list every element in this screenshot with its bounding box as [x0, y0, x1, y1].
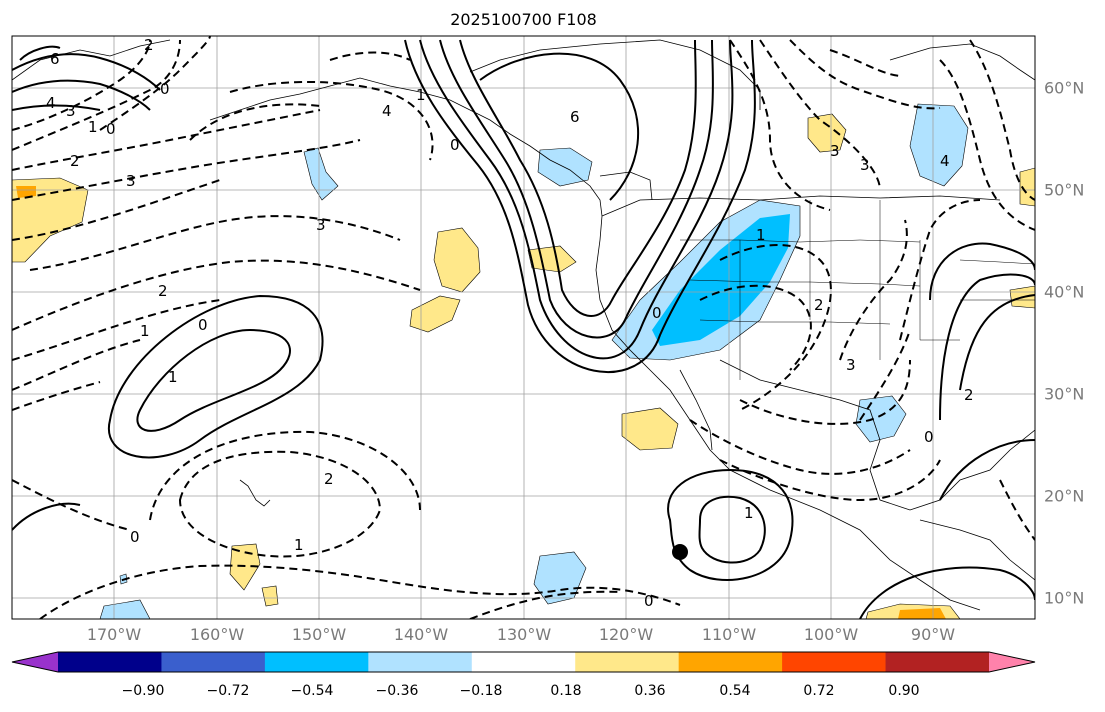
contour-label: 0 — [130, 528, 140, 546]
colorbar — [11, 651, 1036, 673]
solid-contours — [12, 39, 1035, 619]
contour-label: 1 — [168, 368, 178, 386]
contour-label: 6 — [50, 50, 60, 68]
state-borders — [680, 200, 1035, 380]
map-frame — [12, 36, 1035, 619]
lon-label: 140°W — [393, 625, 449, 644]
colorbar-tick-label: −0.72 — [206, 683, 250, 699]
contour-label: 0 — [644, 592, 654, 610]
contour-label: 0 — [160, 80, 170, 98]
contour-label: 4 — [940, 152, 950, 170]
lon-label: 120°W — [598, 625, 654, 644]
lon-label: 150°W — [291, 625, 347, 644]
contour-label: 4 — [46, 94, 56, 112]
contour-label: 2 — [158, 282, 168, 300]
contour-label: 0 — [924, 428, 934, 446]
lon-label: 160°W — [189, 625, 245, 644]
contour-label: 3 — [860, 156, 870, 174]
contour-label: 1 — [140, 322, 150, 340]
colorbar-extend-min — [12, 652, 58, 672]
colorbar-segment — [368, 652, 473, 672]
dashed-contours — [12, 36, 1035, 619]
colorbar-segment — [782, 652, 887, 672]
colorbar-tick-label: −0.18 — [459, 683, 503, 699]
contour-label: 2 — [814, 296, 824, 314]
contour-label: 0 — [198, 316, 208, 334]
colorbar-tick-label: 0.54 — [719, 683, 751, 699]
moderate-negative-shading — [652, 214, 790, 346]
contour-label: 0 — [106, 120, 116, 138]
contour-label: 0 — [652, 304, 662, 322]
contour-label: 0 — [450, 136, 460, 154]
colorbar-tick-label: 0.18 — [550, 683, 582, 699]
contour-label: 4 — [382, 102, 392, 120]
contour-label: 3 — [66, 102, 76, 120]
plot-border — [11, 35, 1036, 620]
contour-label: 2 — [144, 36, 154, 54]
colorbar-segment — [58, 652, 162, 672]
colorbar-tick-label: −0.36 — [375, 683, 419, 699]
colorbar-segment — [885, 652, 990, 672]
contour-label: 2 — [70, 152, 80, 170]
contour-label: 1 — [88, 118, 98, 136]
colorbar-outline — [11, 651, 1036, 673]
strong-positive-shading — [16, 186, 946, 619]
colorbar-tick-label: 0.72 — [803, 683, 835, 699]
contour-label: 2 — [324, 470, 334, 488]
lat-label: 10°N — [1044, 588, 1085, 608]
colorbar-segment — [264, 652, 369, 672]
contour-label: 6 — [570, 108, 580, 126]
colorbar-tick-label: 0.36 — [634, 683, 666, 699]
lon-label: 90°W — [910, 625, 956, 644]
lat-label: 50°N — [1044, 180, 1085, 200]
lon-label: 130°W — [496, 625, 552, 644]
contour-label: 1 — [294, 536, 304, 554]
contour-label: 1 — [756, 226, 766, 244]
colorbar-segment — [471, 652, 576, 672]
contour-label: 3 — [846, 356, 856, 374]
map-title: 2025100700 F108 — [450, 10, 597, 29]
contour-label: 1 — [416, 86, 426, 104]
contour-label: 3 — [126, 172, 136, 190]
contour-labels: 6 4 3 1 0 2 3 3 2 1 0 1 0 2 1 0 4 6 3 3 … — [46, 36, 974, 610]
contour-label: 3 — [830, 142, 840, 160]
colorbar-tick-label: −0.54 — [290, 683, 334, 699]
lat-label: 60°N — [1044, 78, 1085, 98]
colorbar-segment — [575, 652, 680, 672]
lat-label: 20°N — [1044, 486, 1085, 506]
contour-label: 2 — [964, 386, 974, 404]
colorbar-segment — [161, 652, 266, 672]
lon-label: 110°W — [701, 625, 757, 644]
lat-label: 40°N — [1044, 282, 1085, 302]
positive-anomaly-shading — [12, 113, 1035, 619]
colorbar-tick-label: −0.90 — [121, 683, 165, 699]
colorbar-segment — [678, 652, 783, 672]
colorbar-tick-label: 0.90 — [888, 683, 920, 699]
storm-center-dot — [672, 544, 688, 560]
coastlines — [12, 39, 1035, 611]
lat-label: 30°N — [1044, 384, 1085, 404]
colorbar-extend-max — [989, 652, 1035, 672]
contour-label: 1 — [744, 504, 754, 522]
lon-label: 100°W — [803, 625, 859, 644]
lon-label: 170°W — [86, 625, 142, 644]
contour-label: 3 — [316, 216, 326, 234]
